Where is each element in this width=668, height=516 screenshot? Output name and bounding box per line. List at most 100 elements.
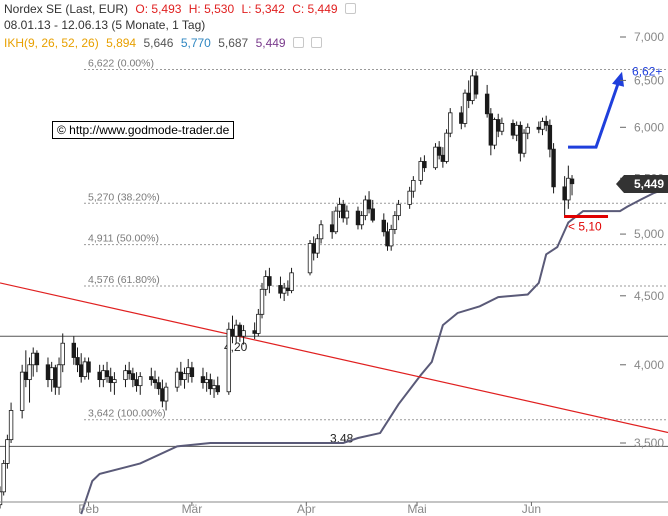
support-lines: 4,203,48 xyxy=(0,335,668,447)
red-trendline xyxy=(0,282,668,434)
candle-body xyxy=(56,364,62,388)
ikh-settings-icon[interactable] xyxy=(292,37,304,48)
legend-range-text: 08.01.13 - 12.06.13 (5 Monate, 1 Tag) xyxy=(4,18,206,32)
candle-body xyxy=(263,276,268,290)
x-tick-label: Apr xyxy=(297,502,316,516)
candle-body xyxy=(178,371,184,381)
stop-label: < 5,10 xyxy=(568,219,602,233)
y-tick-label: 5,000 xyxy=(634,227,664,241)
candle-body xyxy=(514,124,519,136)
legend-close: C: 5,449 xyxy=(292,2,338,16)
candle-body xyxy=(496,119,501,132)
candle-body xyxy=(547,124,553,150)
candle-body xyxy=(233,324,239,337)
candle-body xyxy=(422,161,427,169)
candle-body xyxy=(226,328,232,393)
candle-body xyxy=(381,219,387,233)
candle-body xyxy=(436,146,442,156)
ikh-close-icon[interactable] xyxy=(310,37,322,48)
candle-body xyxy=(569,178,575,185)
candle-body xyxy=(49,367,54,381)
candle-body xyxy=(19,371,25,411)
candle-body xyxy=(370,208,375,221)
target-arrow-head xyxy=(612,71,625,87)
candle-body xyxy=(315,238,320,254)
candle-body xyxy=(256,313,261,334)
ikh-value-2: 5,646 xyxy=(143,36,174,50)
candle-body xyxy=(34,352,40,366)
candle-body xyxy=(8,410,14,441)
candle-body xyxy=(462,92,468,124)
legend-range: 08.01.13 - 12.06.13 (5 Monate, 1 Tag) xyxy=(4,18,209,32)
candle-body xyxy=(363,199,368,217)
candle-body xyxy=(285,287,291,292)
candle-body xyxy=(101,370,106,381)
candle-body xyxy=(459,112,464,124)
candle-body xyxy=(543,121,549,126)
candle-body xyxy=(215,385,220,393)
candle-body xyxy=(551,148,556,188)
legend-high: H: 5,530 xyxy=(188,2,235,16)
legend-open: O: 5,493 xyxy=(135,2,182,16)
last-price-tag: 5,449 xyxy=(616,174,668,193)
x-tick-label: Mär xyxy=(182,502,203,516)
candle-body xyxy=(174,371,180,388)
y-tick-label: 6,000 xyxy=(634,120,664,134)
legend-low: L: 5,342 xyxy=(241,2,285,16)
candle-body xyxy=(31,352,36,366)
candle-body xyxy=(289,272,294,292)
candle-body xyxy=(1,463,6,493)
candle-body xyxy=(267,276,272,286)
annotations: 6,62+ < 5,10 xyxy=(564,65,662,233)
candle-body xyxy=(392,215,398,230)
y-tick-label: 3,500 xyxy=(634,436,664,450)
candle-body xyxy=(344,210,350,219)
candle-body xyxy=(78,364,84,378)
candle-body xyxy=(433,146,438,169)
ikh-indicator xyxy=(80,186,668,515)
candle-body xyxy=(53,367,58,388)
candle-body xyxy=(130,373,136,381)
ikh-line xyxy=(80,186,668,515)
candle-body xyxy=(510,122,516,136)
candle-body xyxy=(259,288,265,315)
candle-body xyxy=(186,367,191,375)
candle-body xyxy=(521,132,527,154)
candle-body xyxy=(499,122,505,132)
candle-body xyxy=(241,330,246,337)
candle-body xyxy=(45,364,51,381)
fib-level-label: 4,911 (50.00%) xyxy=(88,233,159,245)
candle-body xyxy=(466,92,471,101)
candle-body xyxy=(71,342,77,358)
candle-body xyxy=(200,376,206,384)
candle-body xyxy=(138,376,143,387)
candle-body xyxy=(388,229,394,247)
target-arrow-line xyxy=(568,83,620,149)
candle-body xyxy=(252,330,257,334)
candle-body xyxy=(307,243,313,274)
candle-body xyxy=(566,177,571,201)
candle-body xyxy=(27,364,32,381)
candle-body xyxy=(160,388,165,402)
candle-body xyxy=(97,371,102,381)
x-tick-label: Mai xyxy=(407,502,426,516)
y-tick-label: 6,500 xyxy=(634,73,664,87)
candle-body xyxy=(518,124,523,154)
copyright-label: © http://www.godmode-trader.de xyxy=(52,121,235,139)
candle-body xyxy=(182,373,187,381)
candle-body xyxy=(337,203,342,212)
candle-body xyxy=(536,126,542,130)
target-label: 6,62+ xyxy=(632,65,662,79)
candle-body xyxy=(211,385,217,390)
candle-body xyxy=(230,328,235,337)
candle-body xyxy=(0,491,3,506)
settings-box-icon[interactable] xyxy=(344,3,356,14)
candle-body xyxy=(488,113,494,146)
candle-body xyxy=(341,203,346,219)
candle-body xyxy=(492,119,497,146)
candle-body xyxy=(237,324,243,337)
candle-body xyxy=(23,371,29,381)
candle-body xyxy=(278,285,283,294)
candle-body xyxy=(562,186,567,201)
